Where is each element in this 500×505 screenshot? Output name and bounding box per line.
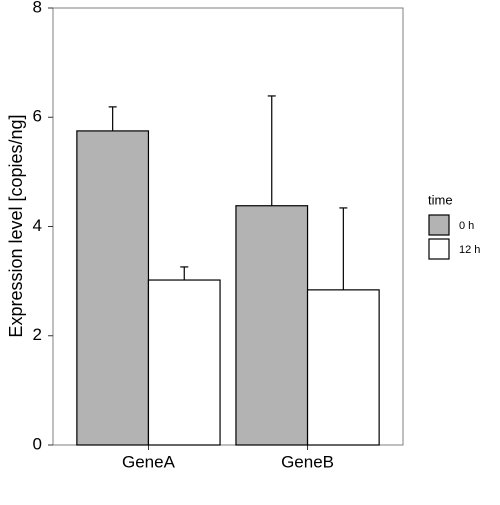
bar (147, 279, 221, 446)
error-bar (180, 266, 189, 281)
y-tick-label: 6 (33, 107, 42, 126)
y-tick-label: 8 (33, 0, 42, 16)
y-axis-label: Expression level [copies/ng] (6, 114, 26, 337)
legend-label: 0 h (459, 220, 474, 232)
y-tick-label: 4 (33, 216, 42, 235)
bar (306, 289, 380, 446)
y-tick-label: 0 (33, 434, 42, 453)
y-tick-label: 2 (33, 325, 42, 344)
legend-key (428, 238, 450, 260)
x-tick-label: GeneB (281, 452, 334, 471)
legend-title: time (428, 192, 453, 207)
legend-key (428, 214, 450, 236)
error-bar (339, 207, 348, 290)
error-bar (108, 106, 117, 131)
x-tick-label: GeneA (122, 452, 176, 471)
legend-label: 12 h (459, 244, 480, 256)
error-bar (267, 95, 276, 206)
bar (76, 130, 150, 446)
bar (235, 205, 309, 446)
